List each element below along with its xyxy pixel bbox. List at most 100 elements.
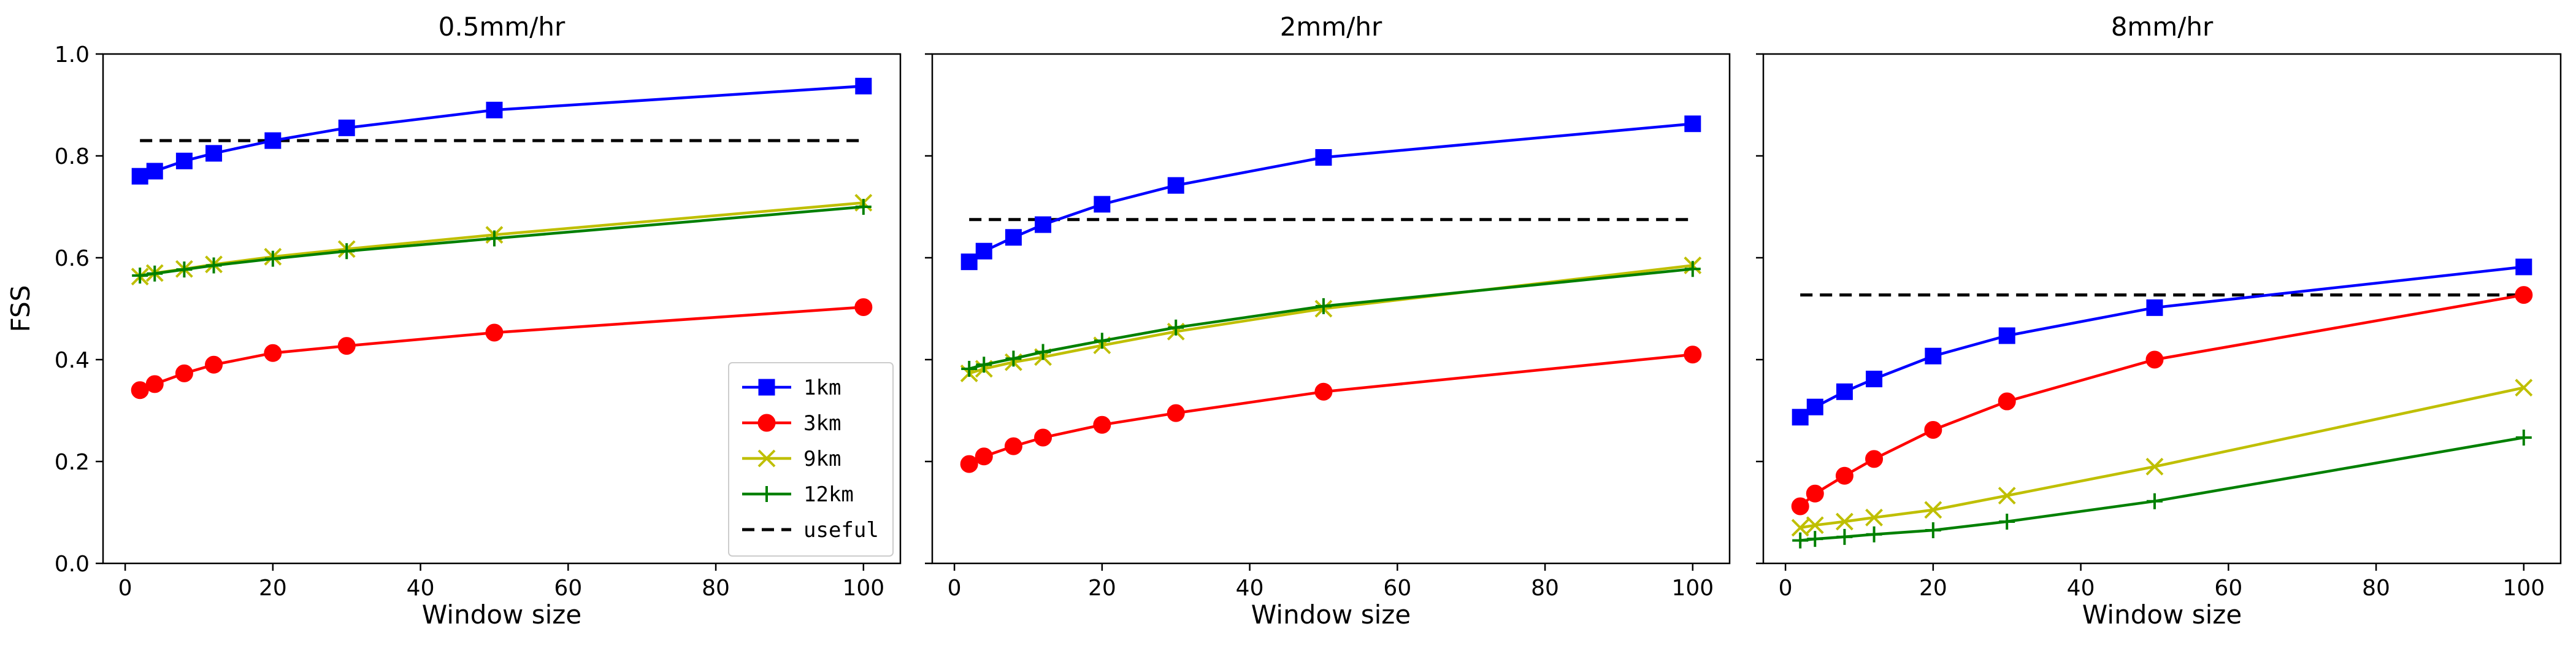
- x-tick-label: 20: [1088, 576, 1116, 601]
- data-point-3km: [1791, 497, 1809, 516]
- data-point-3km: [975, 447, 993, 466]
- data-point-1km: [1836, 383, 1853, 400]
- data-point-12km: [855, 199, 872, 215]
- x-tick-label: 60: [1383, 576, 1411, 601]
- data-point-1km: [1866, 371, 1883, 388]
- data-point-1km: [205, 145, 223, 162]
- y-tick-label: 0.8: [55, 144, 90, 169]
- data-point-12km: [1035, 344, 1051, 360]
- data-point-12km: [1925, 522, 1941, 539]
- series-line-9km: [968, 264, 1693, 375]
- y-tick-label: 0.6: [55, 246, 90, 271]
- legend-box: [728, 362, 894, 557]
- data-point-1km: [1035, 216, 1052, 233]
- panel-title: 2mm/hr: [1280, 12, 1382, 42]
- data-point-1km: [486, 101, 503, 118]
- data-point-12km: [1094, 333, 1110, 349]
- data-point-12km: [1866, 526, 1882, 543]
- axes-frame: [102, 53, 902, 565]
- series-12km: [1792, 429, 2532, 549]
- data-point-3km: [1924, 421, 1942, 439]
- x-tick-label: 20: [259, 576, 287, 601]
- series-3km: [960, 346, 1702, 473]
- legend-label: useful: [803, 518, 879, 543]
- legend-marker-3km: [757, 414, 776, 432]
- series-line-9km: [1800, 386, 2524, 530]
- panel-0-5mm-hr: 0.5mm/hr 0 20 40 60 80 100 0.0 0.2 0.4 0.6 0.8 1.0 Wi…: [6, 12, 902, 630]
- data-point-3km: [960, 455, 978, 473]
- data-point-9km: [1806, 516, 1824, 535]
- x-axis-label: Window size: [1251, 600, 1411, 630]
- series-3km: [131, 298, 873, 400]
- x-tick-label: 20: [1919, 576, 1947, 601]
- panel-8mm-hr: 8mm/hr 0 20 40 60 80 100 Window size: [1756, 12, 2562, 630]
- data-point-1km: [1925, 347, 1942, 365]
- x-tick-label: 100: [1671, 576, 1714, 601]
- data-point-12km: [132, 268, 148, 284]
- data-point-1km: [1684, 115, 1701, 133]
- legend-marker-1km: [758, 379, 775, 396]
- data-point-3km: [1093, 415, 1111, 434]
- x-tick-label: 60: [2214, 576, 2242, 601]
- data-point-1km: [1315, 149, 1332, 166]
- data-point-3km: [1034, 428, 1052, 447]
- y-tick-label: 0.4: [55, 348, 90, 373]
- data-point-1km: [264, 132, 282, 149]
- x-tick-label: 100: [842, 576, 884, 601]
- data-point-1km: [2515, 258, 2532, 276]
- data-point-1km: [1005, 229, 1022, 246]
- data-point-12km: [961, 360, 978, 377]
- data-point-12km: [1684, 261, 1701, 277]
- x-tick-label: 40: [407, 576, 435, 601]
- data-point-3km: [337, 337, 356, 355]
- data-point-1km: [975, 242, 992, 260]
- data-point-12km: [1792, 532, 1809, 549]
- data-point-9km: [1924, 501, 1942, 519]
- data-point-9km: [2515, 379, 2533, 397]
- data-point-9km: [1865, 508, 1883, 527]
- data-point-3km: [1167, 404, 1185, 422]
- data-point-12km: [2146, 493, 2163, 509]
- data-point-3km: [2145, 350, 2164, 369]
- legend-label: 1km: [803, 376, 841, 400]
- x-tick-label: 80: [702, 576, 730, 601]
- data-point-12km: [1999, 513, 2015, 530]
- data-point-3km: [2515, 286, 2533, 304]
- x-tick-label: 0: [1779, 576, 1793, 601]
- data-point-12km: [147, 265, 163, 282]
- x-tick-label: 0: [118, 576, 132, 601]
- data-point-1km: [2146, 299, 2163, 316]
- data-point-3km: [1865, 450, 1884, 468]
- data-point-1km: [1792, 409, 1809, 426]
- data-point-1km: [1167, 177, 1184, 194]
- data-point-3km: [175, 364, 193, 382]
- data-point-3km: [1806, 484, 1824, 503]
- data-point-9km: [1791, 519, 1809, 537]
- data-point-1km: [855, 77, 872, 95]
- x-tick-label: 80: [1531, 576, 1559, 601]
- panel-2mm-hr: 2mm/hr 0 20 40 60 80 100 Window size: [925, 12, 1731, 630]
- data-point-12km: [264, 250, 281, 267]
- data-point-12km: [2515, 429, 2532, 446]
- series-1km: [1792, 258, 2532, 426]
- axes-frame: [1762, 53, 2562, 565]
- data-point-9km: [1998, 487, 2016, 505]
- axes-frame: [931, 53, 1731, 565]
- data-point-9km: [1835, 512, 1853, 531]
- data-point-9km: [2145, 457, 2164, 476]
- panel-title: 0.5mm/hr: [439, 12, 565, 42]
- data-point-3km: [205, 355, 223, 374]
- x-axis-label: Window size: [422, 600, 581, 630]
- data-point-1km: [175, 152, 193, 169]
- x-tick-label: 60: [554, 576, 582, 601]
- data-point-12km: [486, 230, 502, 247]
- data-point-12km: [1836, 528, 1853, 545]
- data-point-12km: [176, 261, 193, 278]
- data-point-3km: [854, 298, 873, 317]
- data-point-12km: [1807, 531, 1823, 547]
- x-tick-label: 40: [1236, 576, 1264, 601]
- legend-marker-12km: [759, 486, 775, 502]
- data-point-12km: [205, 257, 222, 274]
- legend: 1km 3km 9km 12km useful: [728, 362, 894, 557]
